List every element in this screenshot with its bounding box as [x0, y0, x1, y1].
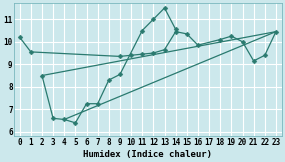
X-axis label: Humidex (Indice chaleur): Humidex (Indice chaleur) [83, 150, 212, 159]
